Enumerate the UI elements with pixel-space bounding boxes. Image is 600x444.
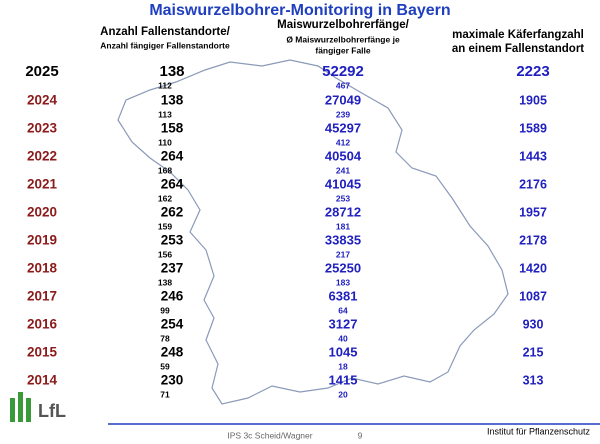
logo-bar — [10, 398, 15, 422]
cell: 1589 — [519, 121, 547, 135]
cell-sub: 156 — [158, 249, 172, 259]
cell: 45297 — [325, 120, 361, 135]
cell-sub: 181 — [336, 221, 350, 231]
cell: 230 — [161, 373, 184, 388]
cell: 930 — [523, 317, 544, 331]
cell-sub: 59 — [160, 361, 170, 371]
footer-text: IPS 3c Scheid/Wagner — [227, 430, 312, 440]
cell: 138 — [161, 93, 184, 108]
cell: 158 — [161, 121, 184, 136]
year: 2014 — [27, 373, 58, 388]
title: Maiswurzelbohrer-Monitoring in Bayern — [149, 2, 450, 19]
cell: 6381 — [329, 288, 358, 303]
cell: 262 — [161, 205, 184, 220]
cell: 215 — [523, 345, 544, 359]
cell: 3127 — [329, 316, 358, 331]
col-subheader: Anzahl fängiger Fallenstandorte — [100, 40, 230, 50]
cell: 1415 — [329, 372, 358, 387]
col-subheader: fängiger Falle — [315, 45, 371, 55]
cell-sub: 467 — [336, 80, 350, 90]
logo-bar — [18, 392, 23, 422]
year: 2017 — [27, 289, 57, 304]
cell-sub: 412 — [336, 137, 350, 147]
cell-sub: 78 — [160, 333, 170, 343]
cell: 1420 — [519, 261, 547, 275]
year: 2021 — [27, 177, 58, 192]
cell-sub: 112 — [158, 80, 172, 90]
footer-text: Institut für Pflanzenschutz — [487, 426, 591, 436]
year: 2025 — [25, 63, 58, 80]
logo-text: LfL — [38, 401, 66, 421]
col-subheader: Ø Maiswurzelbohrerfänge je — [286, 34, 400, 44]
cell: 2176 — [519, 177, 547, 191]
year: 2015 — [27, 345, 58, 360]
cell-sub: 239 — [336, 109, 350, 119]
cell-sub: 253 — [336, 193, 350, 203]
cell-sub: 110 — [158, 137, 172, 147]
cell: 237 — [161, 261, 184, 276]
cell: 248 — [161, 345, 184, 360]
cell-sub: 18 — [338, 361, 348, 371]
bavaria-map — [117, 59, 509, 405]
year: 2020 — [27, 205, 57, 220]
cell: 33835 — [325, 232, 361, 247]
col-header: Maiswurzelbohrerfänge/ — [277, 19, 409, 31]
col-header: Anzahl Fallenstandorte/ — [100, 26, 231, 38]
cell: 52292 — [322, 63, 364, 80]
cell: 1905 — [519, 93, 547, 107]
year: 2019 — [27, 233, 57, 248]
col-header: maximale Käferfangzahl — [452, 29, 584, 41]
cell: 264 — [161, 177, 184, 192]
cell: 41045 — [325, 176, 361, 191]
cell: 264 — [161, 149, 184, 164]
cell: 2223 — [516, 63, 549, 80]
cell: 40504 — [325, 148, 362, 163]
logo: LfL — [10, 392, 66, 422]
cell: 313 — [523, 373, 544, 387]
cell-sub: 20 — [338, 389, 348, 399]
cell: 246 — [161, 289, 184, 304]
cell: 1443 — [519, 149, 547, 163]
cell-sub: 40 — [338, 333, 348, 343]
cell: 1045 — [329, 344, 358, 359]
cell: 253 — [161, 233, 184, 248]
cell-sub: 183 — [336, 277, 350, 287]
year: 2024 — [27, 93, 58, 108]
cell-sub: 217 — [336, 249, 350, 259]
cell-sub: 138 — [158, 277, 172, 287]
cell-sub: 162 — [158, 193, 172, 203]
cell-sub: 99 — [160, 305, 170, 315]
page-number: 9 — [358, 430, 363, 440]
cell: 25250 — [325, 260, 361, 275]
year: 2023 — [27, 121, 58, 136]
cell: 2178 — [519, 233, 547, 247]
year: 2016 — [27, 317, 58, 332]
cell: 138 — [159, 63, 184, 80]
logo-bar — [26, 398, 31, 422]
year: 2018 — [27, 261, 58, 276]
cell: 254 — [161, 317, 184, 332]
cell: 27049 — [325, 92, 361, 107]
cell-sub: 71 — [160, 389, 170, 399]
cell-sub: 64 — [338, 305, 348, 315]
cell-sub: 159 — [158, 221, 172, 231]
cell: 1087 — [519, 289, 547, 303]
cell-sub: 168 — [158, 165, 172, 175]
cell: 28712 — [325, 204, 361, 219]
col-header: an einem Fallenstandort — [452, 43, 584, 55]
cell-sub: 241 — [336, 165, 350, 175]
year: 2022 — [27, 149, 57, 164]
cell: 1957 — [519, 205, 547, 219]
cell-sub: 113 — [158, 109, 172, 119]
